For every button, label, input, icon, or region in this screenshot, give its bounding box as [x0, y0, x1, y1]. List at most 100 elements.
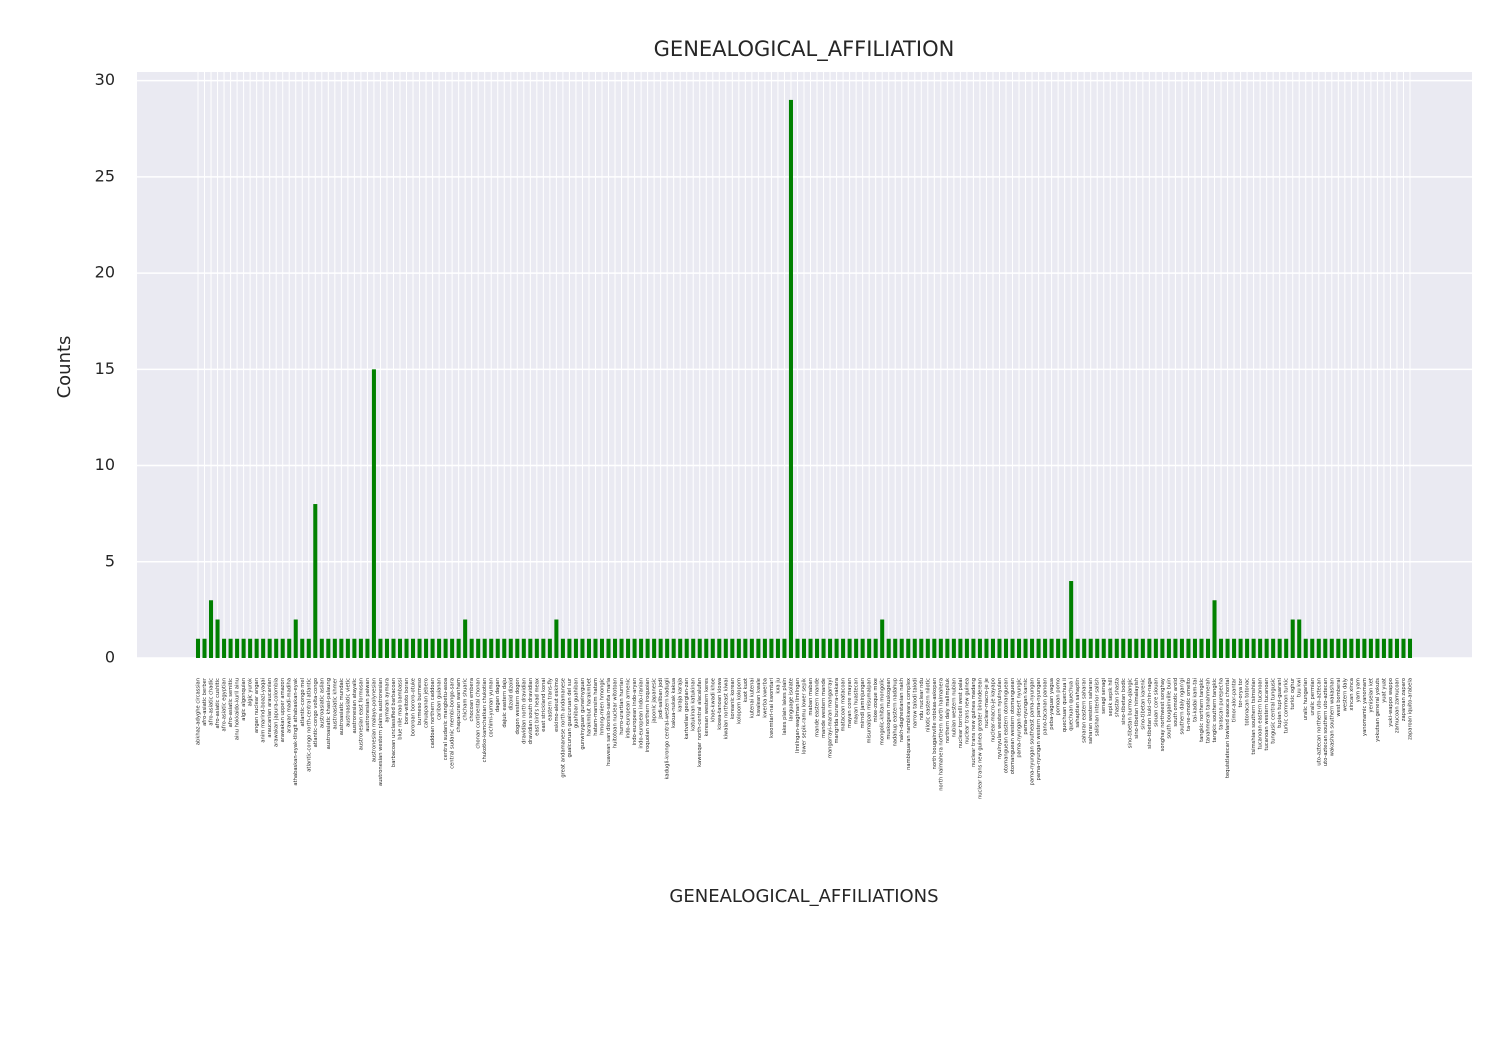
x-tick-label: matacoan matacoan [841, 678, 847, 732]
bar [1336, 638, 1341, 658]
bar [1140, 638, 1145, 658]
bar [697, 638, 702, 658]
x-tick-label: nuclear trans new guinea madang [971, 678, 977, 767]
bar [280, 638, 285, 658]
x-tick-label: otomanguean western otomanguean [1010, 678, 1016, 774]
bar [1199, 638, 1204, 658]
bar [906, 638, 911, 658]
x-tick-label: afro-asiatic cushitic [215, 678, 221, 729]
bar [1127, 638, 1132, 658]
x-tick-label: saharan western saharan [1088, 678, 1094, 744]
x-tick-label: kartvelian georgian-zan [684, 678, 690, 739]
x-tick-label: west bomberai [1336, 678, 1342, 717]
x-tick-label: tor-orya tor [1238, 677, 1244, 707]
bar [1205, 638, 1211, 658]
x-tick-label: nuclear-macro-je je [984, 678, 990, 728]
bar [1134, 638, 1139, 658]
x-tick-label: north halmahera northern north halmahera [938, 678, 944, 791]
y-tick-label: 10 [95, 455, 115, 474]
bar [860, 638, 865, 658]
x-tick-label: algic yurok [248, 678, 254, 706]
bar [1342, 638, 1347, 658]
bar [319, 638, 324, 658]
bar [476, 638, 481, 658]
bar [971, 638, 976, 658]
bar [495, 638, 500, 658]
bar [521, 638, 526, 658]
x-tick-label: indo-european indo-aryan [632, 678, 638, 745]
bar [938, 638, 943, 658]
bar [515, 638, 520, 658]
x-tick-label: nubian western nubian [951, 678, 957, 738]
x-tick-label: misumalpan misumalpan [867, 678, 873, 744]
bar [1258, 638, 1263, 658]
x-tick-label: tucanoan eastern tucanoan [1258, 678, 1264, 750]
x-tick-label: karaja karaja [678, 678, 684, 712]
x-tick-label: guaicuruan guaicuruan del sur [567, 677, 573, 757]
x-tick-label: limilngan-wagiman limilngan [795, 678, 801, 753]
x-tick-label: yuat yuat [1381, 678, 1387, 703]
x-tick-label: turkic oghur [1290, 677, 1296, 709]
x-tick-label: austronesian paiwan [365, 678, 371, 732]
x-tick-label: yuki-wappo wappo [1388, 678, 1394, 727]
x-tick-label: zaparoan zaparo [1401, 678, 1407, 721]
x-tick-label: nuclear torricelli west palai [958, 678, 964, 748]
x-tick-label: austronesian east formosan [358, 678, 364, 750]
bar [762, 638, 767, 658]
x-tick-label: senagi senagi [1101, 678, 1107, 714]
x-tick-label: tequistlatecan lowland oaxaca chontal [1225, 678, 1231, 778]
bar [215, 619, 220, 658]
bar [528, 638, 533, 658]
x-tick-label: quechuan quechua i [1069, 678, 1075, 731]
x-tick-label: tai-kadai kam-tai [1192, 678, 1198, 722]
bar [1088, 638, 1093, 658]
y-tick-label: 5 [105, 551, 115, 570]
bar [482, 638, 487, 658]
x-tick-label: western daly [1342, 678, 1348, 711]
bar [1277, 638, 1282, 658]
bar [801, 638, 807, 658]
x-tick-label: kwomtari-nai kwomtari [769, 678, 775, 738]
x-tick-label: jodi-saliban jodi [658, 678, 664, 720]
x-tick-label: nuclear trans new guinea [964, 678, 970, 744]
bar [1401, 638, 1406, 658]
x-tick-label: atlantic-congo volta-congo [313, 678, 319, 747]
bar [893, 638, 898, 658]
bar [619, 638, 624, 658]
x-tick-label: totonacan totonac [1245, 678, 1251, 726]
x-tick-label: otomanguean eastern otomanguean [1004, 678, 1010, 773]
x-tick-label: uralic permian [1310, 678, 1316, 715]
x-tick-label: katukinan katukinan [691, 678, 697, 731]
x-tick-label: muskogean muskogean [886, 678, 892, 740]
bar [880, 619, 885, 658]
bar [1329, 638, 1334, 658]
x-tick-label: pama-nyungan desert nyungic [1017, 678, 1023, 758]
x-tick-label: indo-european armenic [626, 678, 632, 739]
bar [1062, 638, 1067, 658]
bar [534, 638, 539, 658]
x-tick-label: sino-tibetan himalayish [1134, 678, 1140, 739]
x-tick-label: maban maban [808, 678, 814, 716]
x-tick-label: chukotko-kamchatkan chukotian [482, 678, 488, 762]
bar [756, 638, 761, 658]
x-tick-label: ndu nuclear ndu [919, 678, 925, 720]
bar [743, 638, 748, 658]
x-tick-label: angan nuclear angan [254, 678, 260, 733]
x-tick-label: austroasiatic khasi-palaung [326, 678, 332, 749]
bar [1082, 638, 1087, 658]
x-tick-label: south bougainville buin [1166, 678, 1172, 739]
x-tick-label: zaparoan iquito-arabela [1408, 678, 1414, 740]
x-tick-label: harakmbut harakmbet [586, 678, 592, 736]
bar [1023, 638, 1028, 658]
bar [1264, 638, 1269, 658]
bar [541, 638, 546, 658]
bar [443, 638, 448, 658]
x-tick-label: narrow talodi talodi [912, 678, 918, 728]
bar [1219, 638, 1224, 658]
x-tick-label: athabaskan-eyak-tlingit athabaskan-eyak [293, 678, 299, 786]
bar [567, 638, 572, 658]
x-tick-label: dizoid dizoid [508, 678, 514, 710]
x-tick-label: hatam-mansim hatam [593, 678, 599, 736]
x-tick-label: pano-tacanan panoan [1043, 678, 1049, 735]
bar [202, 638, 207, 658]
